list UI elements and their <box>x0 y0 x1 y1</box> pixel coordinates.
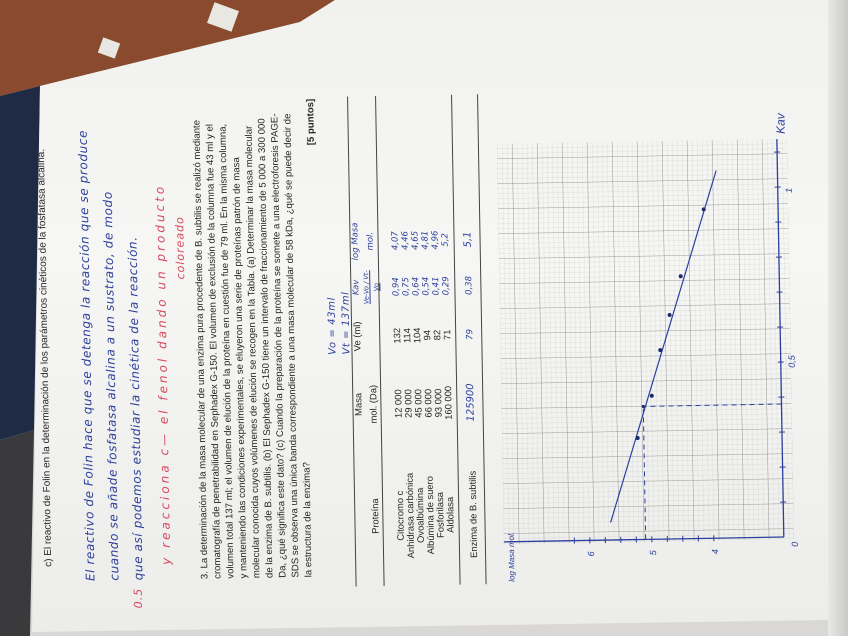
question-3-text: 3. La determinación de la masa molecular… <box>191 79 314 579</box>
answer-line: que así podemos estudiar la cinética de … <box>125 236 146 581</box>
data-point <box>658 348 663 353</box>
x-axis-label: Kav <box>773 112 787 134</box>
ve-cell: 79 <box>465 328 476 340</box>
answer-line: El reactivo de Folin hace que se detenga… <box>75 129 98 582</box>
x-tick-label: 0,5 <box>787 354 797 368</box>
vo-note: Vo = 43ml <box>326 296 339 355</box>
exam-sheet: c) El reactivo de Folin en la determinac… <box>31 58 840 612</box>
protein-name: Enzima de B. subtilis <box>466 470 480 559</box>
question-line: la estructura de la enzima? <box>301 462 315 578</box>
y-tick-label: 6 <box>586 551 596 556</box>
question-c-prompt: c) El reactivo de Folin en la determinac… <box>35 148 55 567</box>
data-point <box>678 274 683 279</box>
data-point <box>649 393 654 398</box>
kav-cell: 0,38 <box>464 275 475 296</box>
correction-line: coloreado <box>173 216 188 280</box>
log-cell: 5,1 <box>462 231 474 248</box>
y-axis-label: log Masa mol. <box>507 532 517 582</box>
mass-cell: 125900 <box>465 383 477 422</box>
protein-table: Masa Ve (ml) Kav log Masa Proteína mol. … <box>350 216 482 586</box>
graph-paper <box>496 138 794 544</box>
y-axis <box>503 536 784 543</box>
enzyme-dashed-horizontal <box>642 406 647 540</box>
fit-line <box>610 170 717 523</box>
correction-line: y reacciona c— el fenol dando un product… <box>152 183 174 565</box>
x-tick-label: 0 <box>790 542 800 547</box>
answer-line: cuando se añade fosfatasa alcalina a un … <box>100 191 122 581</box>
grade-mark: 0.5 <box>131 587 145 609</box>
table-surface <box>828 0 848 636</box>
y-tick-label: 5 <box>648 549 658 555</box>
header-cell: log Masa <box>350 222 361 261</box>
x-axis <box>776 139 785 538</box>
enzyme-point <box>641 404 645 409</box>
y-tick-label: 4 <box>710 549 720 554</box>
x-tick-label: 1 <box>784 188 794 193</box>
data-point <box>701 207 706 212</box>
points-label: [5 puntos] <box>305 98 317 146</box>
data-point <box>635 436 640 441</box>
data-point <box>667 312 672 317</box>
